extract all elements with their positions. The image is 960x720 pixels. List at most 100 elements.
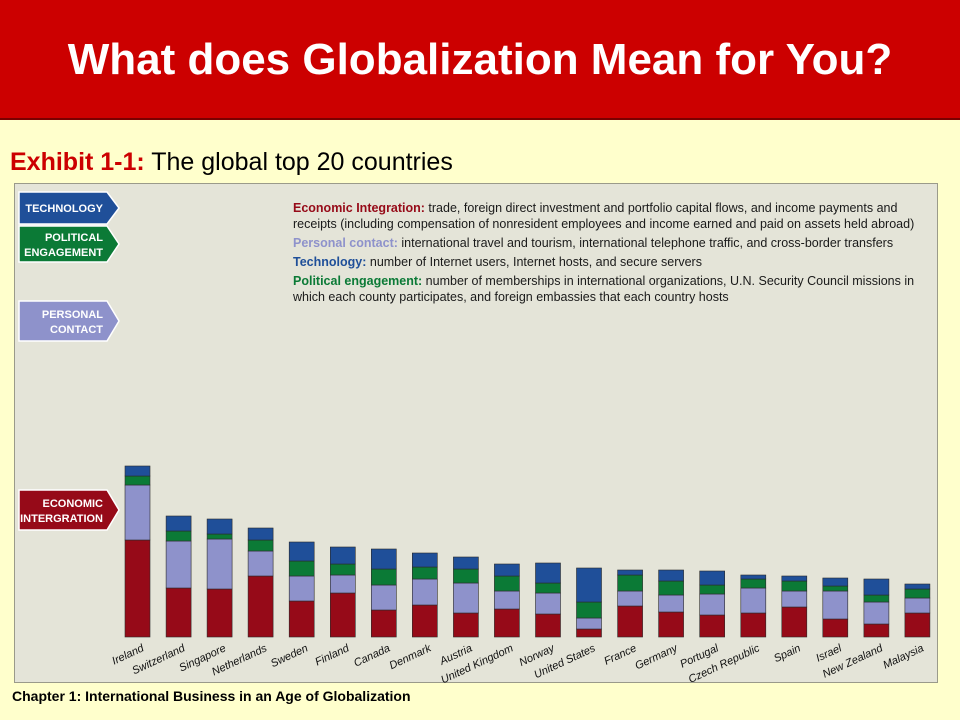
bar-personal-switzerland	[165, 540, 192, 589]
bar-political-norway	[535, 582, 561, 594]
bar-economic-netherlands	[247, 575, 274, 638]
bar-technology-norway	[535, 562, 561, 584]
bar-economic-new-zealand	[863, 623, 890, 638]
bar-technology-singapore	[206, 518, 233, 535]
bar-technology-netherlands	[247, 527, 274, 541]
series-tag-technology	[18, 191, 120, 225]
chart-legend: Economic Integration: trade, foreign dir…	[292, 201, 914, 304]
legend-technology-line-0: Technology: number of Internet users, In…	[293, 255, 702, 269]
bar-technology-canada	[370, 548, 397, 570]
bar-economic-israel	[822, 618, 849, 638]
bar-technology-new-zealand	[863, 578, 890, 596]
bar-political-portugal	[699, 584, 726, 595]
bar-personal-united-kingdom	[494, 590, 520, 610]
bar-personal-norway	[535, 592, 561, 615]
legend-term-technology: Technology:	[293, 255, 366, 269]
chart-bars	[124, 465, 931, 638]
bar-economic-france	[617, 605, 643, 638]
bar-economic-malaysia	[904, 612, 931, 638]
bar-technology-united-kingdom	[494, 563, 520, 577]
legend-economic-line-1: receipts (including compensation of nonr…	[293, 217, 914, 231]
bar-technology-czech-republic	[740, 574, 767, 580]
bar-technology-denmark	[411, 552, 438, 568]
bar-personal-denmark	[411, 578, 438, 606]
chart-panel: Economic Integration: trade, foreign dir…	[14, 183, 938, 684]
series-tag-label-economic: ECONOMIC INTERGRATION	[20, 498, 103, 525]
bar-economic-germany	[658, 611, 684, 638]
legend-term-economic: Economic Integration:	[293, 201, 425, 215]
bar-political-canada	[370, 568, 397, 586]
bar-personal-finland	[329, 574, 356, 594]
x-tick-label: Malaysia	[881, 642, 925, 671]
bar-political-denmark	[411, 566, 438, 580]
bar-personal-united-states	[576, 617, 602, 630]
bar-economic-singapore	[206, 588, 233, 638]
bar-political-netherlands	[247, 539, 274, 552]
bar-political-germany	[658, 580, 684, 596]
bar-technology-united-states	[576, 567, 602, 603]
bar-economic-denmark	[411, 604, 438, 638]
bar-personal-czech-republic	[740, 587, 767, 614]
x-tick-label: France	[602, 642, 638, 667]
bar-technology-malaysia	[904, 583, 931, 590]
bar-technology-ireland	[124, 465, 151, 477]
bar-political-switzerland	[165, 530, 192, 542]
bar-economic-sweden	[288, 600, 315, 638]
bar-personal-germany	[658, 594, 684, 613]
title-bar: What does Globalization Mean for You?	[0, 0, 960, 120]
bar-economic-united-kingdom	[494, 608, 520, 638]
bar-economic-spain	[781, 606, 808, 638]
bar-political-new-zealand	[863, 594, 890, 603]
bar-political-finland	[329, 563, 356, 576]
series-tag-label-technology: TECHNOLOGY	[25, 203, 103, 215]
bar-technology-israel	[822, 577, 849, 587]
bar-economic-canada	[370, 609, 397, 638]
legend-term-political: Political engagement:	[293, 274, 422, 288]
bar-technology-germany	[658, 569, 684, 582]
bar-personal-spain	[781, 590, 808, 608]
bar-economic-switzerland	[165, 587, 192, 638]
bar-political-united-states	[576, 601, 602, 619]
bar-technology-switzerland	[165, 515, 192, 532]
bar-economic-norway	[535, 613, 561, 638]
bar-economic-ireland	[124, 539, 151, 638]
bar-personal-austria	[453, 582, 479, 614]
series-tags: TECHNOLOGY POLITICAL ENGAGEMENT PERSONAL CON…	[18, 191, 120, 531]
bar-political-ireland	[124, 475, 151, 486]
bar-personal-sweden	[288, 575, 315, 602]
x-tick-label: Denmark	[388, 642, 434, 672]
bar-technology-france	[617, 569, 643, 576]
x-tick-label: Sweden	[269, 642, 310, 670]
bar-economic-portugal	[699, 614, 726, 638]
bar-technology-spain	[781, 575, 808, 582]
legend-political-line-0: Political engagement: number of membersh…	[293, 274, 914, 288]
bar-personal-canada	[370, 584, 397, 611]
bar-political-united-kingdom	[494, 575, 520, 592]
legend-economic-line-0: Economic Integration: trade, foreign dir…	[293, 201, 897, 215]
series-tag-personal	[18, 300, 120, 342]
bar-personal-portugal	[699, 593, 726, 616]
bar-political-france	[617, 574, 643, 592]
chart: Economic Integration: trade, foreign dir…	[18, 191, 931, 684]
bar-political-czech-republic	[740, 578, 767, 589]
legend-term-personal: Personal contact:	[293, 236, 398, 250]
bar-personal-ireland	[124, 484, 151, 541]
exhibit-label: Exhibit 1-1:	[10, 148, 145, 176]
legend-personal-line-0: Personal contact: international travel a…	[293, 236, 893, 250]
bar-economic-austria	[453, 612, 479, 638]
bar-personal-malaysia	[904, 597, 931, 614]
bar-political-spain	[781, 580, 808, 592]
exhibit-heading: Exhibit 1-1: The global top 20 countries	[10, 146, 453, 178]
bar-technology-austria	[453, 556, 479, 570]
bar-personal-new-zealand	[863, 601, 890, 625]
footer-text: Chapter 1: International Business in an …	[12, 688, 411, 704]
bar-personal-france	[617, 590, 643, 607]
bar-personal-israel	[822, 590, 849, 620]
bar-economic-united-states	[576, 628, 602, 638]
series-tag-label-political: POLITICAL ENGAGEMENT	[24, 232, 103, 259]
bar-political-singapore	[206, 533, 233, 540]
bar-personal-singapore	[206, 538, 233, 590]
x-tick-label: Germany	[633, 642, 680, 673]
bar-political-austria	[453, 568, 479, 584]
